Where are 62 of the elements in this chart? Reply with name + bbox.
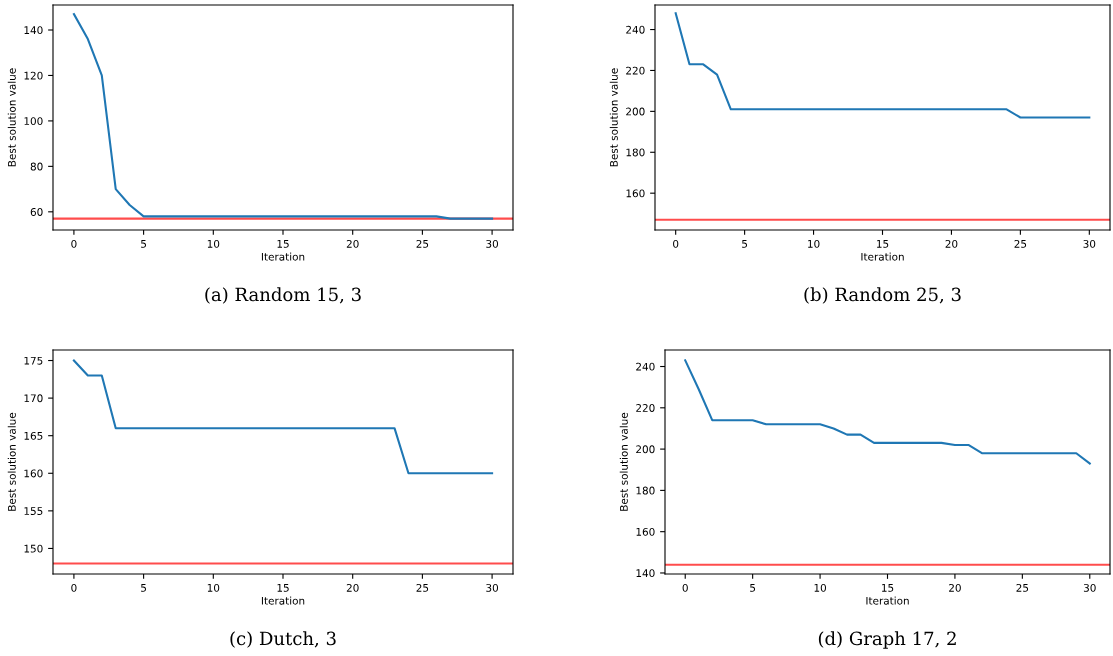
x-tick-label: 5 bbox=[750, 584, 756, 592]
y-axis-title: Best solution value bbox=[619, 412, 628, 511]
x-tick-label: 30 bbox=[486, 239, 499, 248]
x-tick-label: 10 bbox=[808, 239, 820, 248]
x-tick-label: 30 bbox=[486, 583, 499, 592]
y-axis-title: Best solution value bbox=[7, 412, 16, 511]
y-tick-label: 240 bbox=[626, 25, 645, 34]
x-tick-label: 15 bbox=[277, 584, 289, 592]
text: (d) Graph 17, 2 bbox=[818, 631, 956, 649]
y-tick-label: 220 bbox=[636, 404, 655, 412]
y-tick-label: 240 bbox=[636, 362, 655, 371]
x-tick-label: 25 bbox=[416, 583, 429, 592]
y-tick-label: 120 bbox=[24, 71, 43, 80]
x-axis-title: Iteration bbox=[261, 252, 305, 261]
x-tick-label: 20 bbox=[949, 583, 961, 592]
x-axis-title: Iteration bbox=[261, 596, 305, 605]
text: (b) Random 25, 3 bbox=[804, 287, 961, 304]
y-tick-label: 160 bbox=[626, 189, 645, 198]
x-tick-label: 30 bbox=[1083, 583, 1096, 592]
x-tick-label: 25 bbox=[1014, 239, 1027, 248]
y-tick-label: 150 bbox=[24, 544, 43, 553]
y-tick-label: 180 bbox=[626, 148, 645, 157]
x-tick-label: 0 bbox=[673, 239, 679, 248]
x-tick-label: 25 bbox=[416, 239, 429, 248]
x-tick-label: 15 bbox=[277, 240, 289, 248]
y-tick-label: 160 bbox=[24, 469, 43, 478]
y-tick-label: 60 bbox=[30, 208, 43, 216]
x-tick-label: 15 bbox=[877, 240, 889, 248]
x-tick-label: 20 bbox=[346, 583, 359, 592]
y-tick-label: 220 bbox=[626, 66, 645, 75]
x-tick-label: 0 bbox=[71, 583, 77, 592]
y-tick-label: 165 bbox=[24, 431, 43, 440]
x-tick-label: 5 bbox=[141, 584, 147, 592]
y-tick-label: 155 bbox=[24, 507, 43, 515]
x-tick-label: 10 bbox=[207, 583, 220, 592]
text: (c) Dutch, 3 bbox=[230, 631, 336, 648]
y-tick-label: 100 bbox=[24, 117, 43, 126]
x-tick-label: 5 bbox=[141, 240, 147, 248]
x-tick-label: 30 bbox=[1083, 239, 1096, 248]
x-tick-label: 0 bbox=[71, 239, 77, 248]
y-tick-label: 170 bbox=[24, 394, 43, 403]
x-axis-title: Iteration bbox=[861, 252, 904, 261]
y-tick-label: 140 bbox=[636, 569, 655, 578]
x-tick-label: 25 bbox=[1016, 583, 1029, 592]
y-tick-label: 175 bbox=[24, 356, 43, 365]
x-axis-title: Iteration bbox=[866, 596, 909, 605]
x-tick-label: 10 bbox=[207, 239, 220, 248]
x-tick-label: 15 bbox=[882, 584, 894, 592]
y-tick-label: 160 bbox=[636, 527, 655, 536]
y-tick-label: 80 bbox=[30, 162, 43, 171]
y-tick-label: 180 bbox=[636, 486, 655, 495]
y-axis-title: Best solution value bbox=[7, 68, 16, 167]
x-tick-label: 0 bbox=[682, 583, 688, 592]
x-tick-label: 10 bbox=[814, 583, 827, 592]
x-tick-label: 20 bbox=[945, 239, 958, 248]
y-tick-label: 200 bbox=[626, 107, 645, 116]
y-tick-label: 200 bbox=[636, 445, 655, 454]
x-tick-label: 20 bbox=[346, 239, 359, 248]
y-axis-title: Best solution value bbox=[609, 68, 618, 167]
text: (a) Random 15, 3 bbox=[205, 287, 361, 304]
x-tick-label: 5 bbox=[742, 240, 748, 248]
y-tick-label: 140 bbox=[24, 26, 43, 35]
